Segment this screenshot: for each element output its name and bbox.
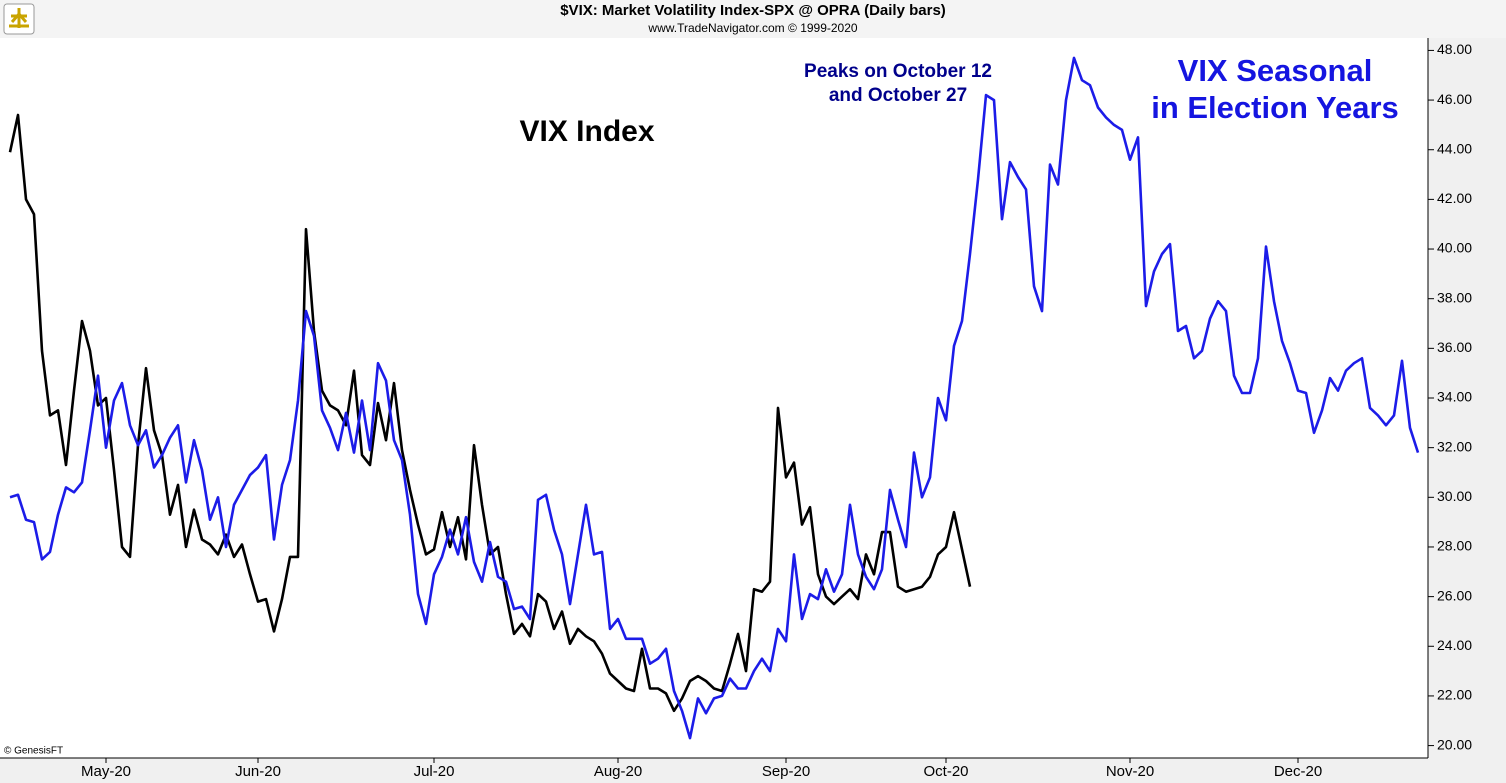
y-tick-label: 20.00 xyxy=(1437,736,1472,752)
annotation: and October 27 xyxy=(829,85,967,106)
y-tick-label: 36.00 xyxy=(1437,339,1472,355)
x-tick-label: Jun-20 xyxy=(235,763,281,780)
y-tick-label: 34.00 xyxy=(1437,389,1472,405)
x-tick-label: Jul-20 xyxy=(414,763,455,780)
y-tick-label: 44.00 xyxy=(1437,140,1472,156)
x-tick-label: Sep-20 xyxy=(762,763,810,780)
y-tick-label: 40.00 xyxy=(1437,240,1472,256)
y-tick-label: 48.00 xyxy=(1437,41,1472,57)
y-tick-label: 26.00 xyxy=(1437,587,1472,603)
x-tick-label: Oct-20 xyxy=(923,763,968,780)
annotation: in Election Years xyxy=(1151,90,1399,125)
chart-title: $VIX: Market Volatility Index-SPX @ OPRA… xyxy=(560,2,946,19)
x-tick-label: Aug-20 xyxy=(594,763,642,780)
y-tick-label: 38.00 xyxy=(1437,289,1472,305)
annotation: Peaks on October 12 xyxy=(804,61,992,82)
plot-area xyxy=(0,38,1428,758)
y-tick-label: 24.00 xyxy=(1437,637,1472,653)
y-tick-label: 22.00 xyxy=(1437,687,1472,703)
y-tick-label: 30.00 xyxy=(1437,488,1472,504)
y-tick-label: 46.00 xyxy=(1437,91,1472,107)
x-tick-label: Nov-20 xyxy=(1106,763,1154,780)
logo xyxy=(3,3,35,35)
x-tick-label: Dec-20 xyxy=(1274,763,1322,780)
series-line xyxy=(8,113,972,713)
y-tick-label: 42.00 xyxy=(1437,190,1472,206)
series-line xyxy=(9,56,1420,740)
credit: © GenesisFT xyxy=(4,746,63,757)
chart-subtitle: www.TradeNavigator.com © 1999-2020 xyxy=(647,21,857,35)
y-tick-label: 28.00 xyxy=(1437,538,1472,554)
x-tick-label: May-20 xyxy=(81,763,131,780)
annotation: VIX Index xyxy=(519,115,654,148)
header-band xyxy=(0,0,1506,38)
annotation: VIX Seasonal xyxy=(1178,53,1373,88)
y-tick-label: 32.00 xyxy=(1437,438,1472,454)
